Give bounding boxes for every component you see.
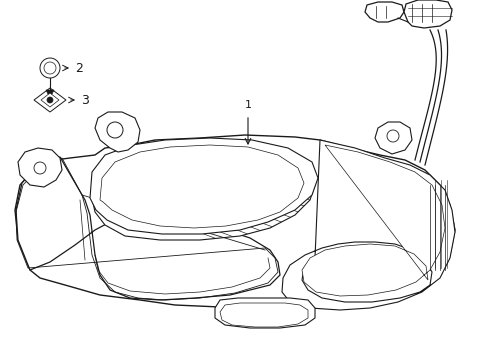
Polygon shape	[364, 2, 403, 22]
Polygon shape	[90, 138, 318, 234]
Polygon shape	[34, 88, 66, 112]
Circle shape	[47, 97, 53, 103]
Polygon shape	[46, 90, 54, 98]
Polygon shape	[374, 122, 411, 154]
Polygon shape	[18, 148, 62, 187]
Polygon shape	[214, 298, 314, 328]
Circle shape	[40, 58, 60, 78]
Polygon shape	[15, 135, 454, 308]
Polygon shape	[403, 0, 451, 28]
Polygon shape	[100, 145, 303, 228]
Polygon shape	[16, 157, 279, 300]
Polygon shape	[302, 145, 444, 296]
Polygon shape	[95, 112, 140, 152]
Polygon shape	[220, 303, 307, 327]
Polygon shape	[41, 93, 59, 107]
Circle shape	[44, 62, 56, 74]
Text: 3: 3	[81, 94, 89, 106]
Text: 1: 1	[244, 100, 251, 110]
Polygon shape	[92, 150, 314, 240]
Polygon shape	[281, 140, 454, 310]
Text: 2: 2	[75, 61, 83, 75]
